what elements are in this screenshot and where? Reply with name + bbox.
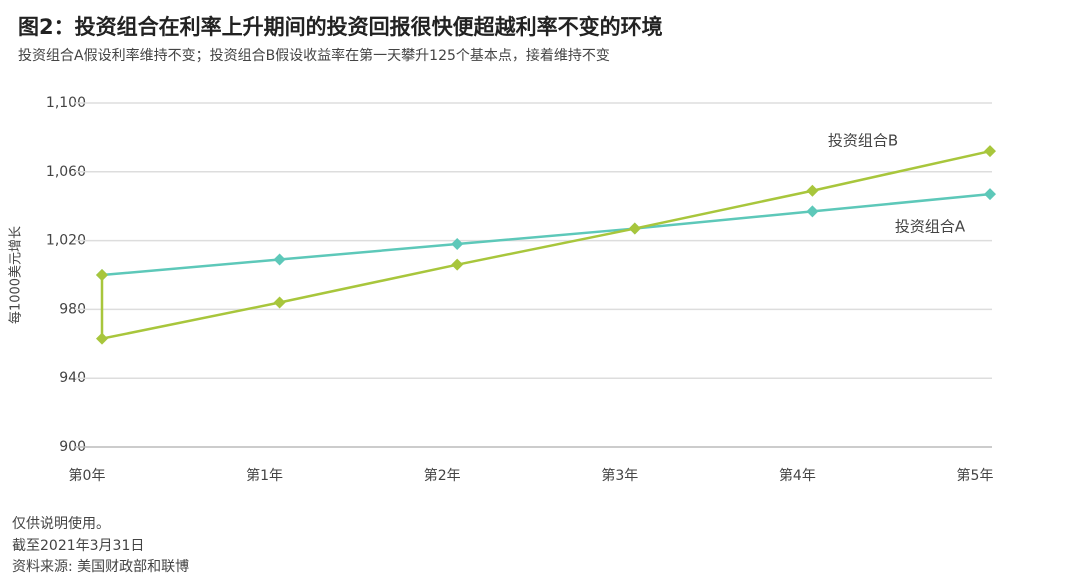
series-line: [100, 149, 991, 341]
x-tick-label: 第3年: [601, 467, 638, 484]
x-tick-label: 第0年: [69, 467, 106, 484]
x-tick-label: 第2年: [424, 467, 461, 484]
data-point: [984, 188, 996, 201]
y-tick-label: 1,020: [46, 233, 86, 249]
data-point: [628, 222, 641, 235]
data-point: [96, 269, 108, 281]
data-point: [96, 332, 108, 345]
x-tick-label: 第4年: [779, 467, 816, 484]
y-tick-label: 940: [59, 370, 86, 386]
y-tick-label: 900: [59, 439, 86, 455]
data-point: [273, 296, 286, 309]
x-tick-label: 第5年: [957, 467, 994, 484]
series-line: [101, 192, 991, 277]
footnote: 截至2021年3月31日: [12, 538, 144, 554]
chart-subtitle: 投资组合A假设利率维持不变；投资组合B假设收益率在第一天攀升125个基本点，接着…: [18, 47, 610, 64]
series-label: 投资组合B: [828, 132, 898, 150]
footnote: 资料来源: 美国财政部和联博: [12, 558, 189, 575]
y-tick-label: 980: [59, 301, 86, 317]
y-tick-label: 1,060: [46, 164, 86, 180]
data-point: [451, 238, 464, 251]
y-tick-label: 1,100: [46, 95, 86, 111]
footnote: 仅供说明使用。: [12, 515, 110, 532]
chart-title: 图2：投资组合在利率上升期间的投资回报很快便超越利率不变的环境: [18, 15, 663, 39]
data-point: [806, 184, 819, 197]
data-point: [273, 253, 286, 266]
y-axis-label: 每1000美元增长: [8, 226, 24, 324]
series-label: 投资组合A: [895, 218, 966, 236]
data-point: [984, 145, 996, 158]
data-point: [806, 205, 819, 218]
data-point: [451, 258, 464, 271]
x-tick-label: 第1年: [246, 467, 283, 484]
